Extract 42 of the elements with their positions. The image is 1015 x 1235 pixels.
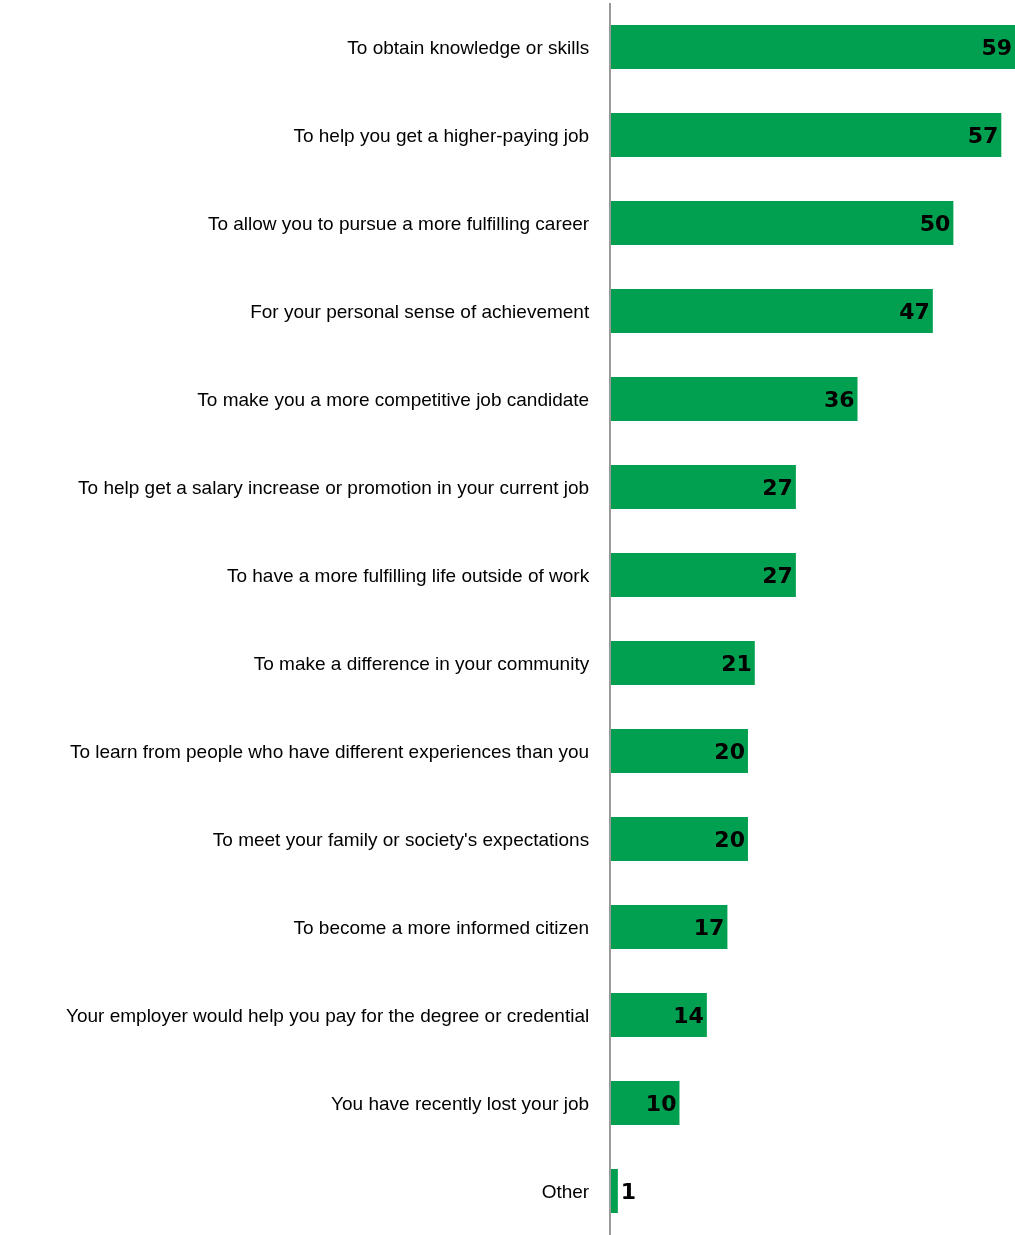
- data-label: 27: [762, 474, 793, 500]
- y-tick-label: To obtain knowledge or skills: [347, 36, 590, 58]
- bar: [611, 113, 1002, 157]
- bar: [611, 553, 796, 597]
- y-tick-label: To allow you to pursue a more fulfilling career: [207, 212, 590, 234]
- y-tick-label: Your employer would help you pay for the degree or credential: [66, 1004, 590, 1026]
- data-label: 36: [823, 386, 855, 412]
- data-label: 47: [899, 298, 930, 324]
- data-label: 27: [762, 562, 793, 588]
- bar: [611, 465, 796, 509]
- bar: [611, 641, 755, 685]
- bar: [611, 729, 748, 773]
- y-tick-label: You have recently lost your job: [331, 1092, 590, 1114]
- bar: [611, 1081, 680, 1125]
- data-label: 10: [645, 1090, 677, 1116]
- bar: [611, 905, 728, 949]
- data-label: 21: [721, 650, 752, 676]
- y-tick-label: Other: [541, 1180, 590, 1202]
- data-label: 50: [919, 210, 951, 236]
- bar: [611, 25, 1015, 69]
- y-tick-label: To learn from people who have different experiences than you: [69, 740, 590, 762]
- y-tick-label: To become a more informed citizen: [293, 916, 590, 938]
- bar: [611, 201, 954, 245]
- data-label: 20: [714, 738, 745, 764]
- bar: [611, 377, 858, 421]
- data-label: 57: [967, 122, 999, 148]
- bar: [611, 1169, 618, 1213]
- data-label: 59: [981, 34, 1012, 60]
- y-tick-label: To meet your family or society's expectations: [212, 828, 590, 850]
- data-label: 1: [620, 1178, 637, 1204]
- y-tick-label: To help you get a higher-paying job: [293, 124, 590, 146]
- data-label: 20: [714, 826, 745, 852]
- y-tick-label: To make a difference in your community: [253, 652, 590, 674]
- data-label: 14: [673, 1002, 704, 1028]
- bar: [611, 817, 748, 861]
- data-label: 17: [693, 914, 725, 940]
- y-tick-label: For your personal sense of achievement: [250, 300, 590, 322]
- y-tick-label: To have a more fulfilling life outside of work: [226, 564, 590, 586]
- y-tick-label: To help get a salary increase or promotion in your current job: [78, 476, 590, 498]
- bar: [611, 289, 933, 333]
- y-tick-label: To make you a more competitive job candidate: [197, 388, 590, 410]
- bar: [611, 993, 707, 1037]
